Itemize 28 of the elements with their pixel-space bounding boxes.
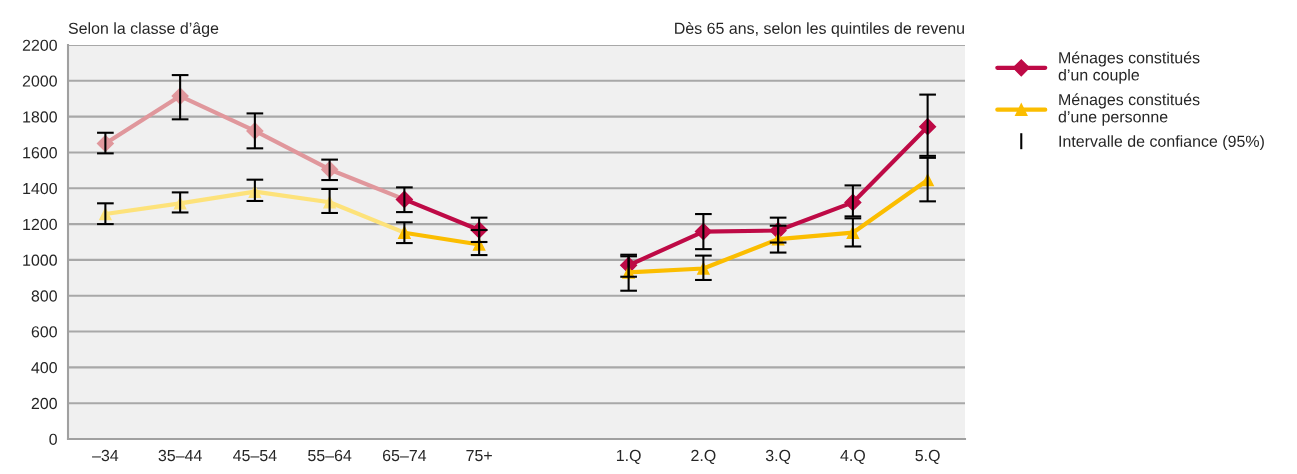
x-tick-label: 2.Q <box>691 449 716 465</box>
y-tick-label: 2000 <box>22 75 57 87</box>
x-tick-label: 1.Q <box>616 449 641 465</box>
y-tick-label: 200 <box>31 397 57 410</box>
legend-label: Ménages constitués d’une personne <box>1058 93 1200 126</box>
y-tick-label: 0 <box>49 433 57 445</box>
x-tick-label: 55–64 <box>308 449 352 462</box>
x-tick-label: 3.Q <box>765 449 791 465</box>
x-tick-label: 65–74 <box>382 449 427 462</box>
y-tick-label: 600 <box>31 326 57 338</box>
y-tick-label: 1000 <box>23 254 57 266</box>
y-tick-label: 1800 <box>23 111 57 123</box>
y-tick-label: 1600 <box>23 147 57 159</box>
text: Selon la classe d’âge <box>68 22 219 38</box>
x-tick-label: 5.Q <box>915 449 940 465</box>
y-tick-label: 2200 <box>22 39 57 51</box>
y-tick-label: 800 <box>31 290 57 302</box>
legend-label: Ménages constitués d’un couple <box>1058 51 1200 84</box>
x-tick-label: 75+ <box>466 450 492 462</box>
text: Dès 65 ans, selon les quintiles de revenu <box>675 22 964 38</box>
y-tick-label: 400 <box>31 362 57 374</box>
x-tick-label: 45–54 <box>233 450 277 462</box>
y-tick-label: 1400 <box>23 182 57 195</box>
x-tick-label: –34 <box>92 449 119 462</box>
text: Intervalle de confiance (95%) <box>1059 135 1264 151</box>
x-tick-label: 4.Q <box>840 449 865 465</box>
y-tick-label: 1200 <box>23 218 57 231</box>
x-tick-label: 35–44 <box>158 449 202 462</box>
